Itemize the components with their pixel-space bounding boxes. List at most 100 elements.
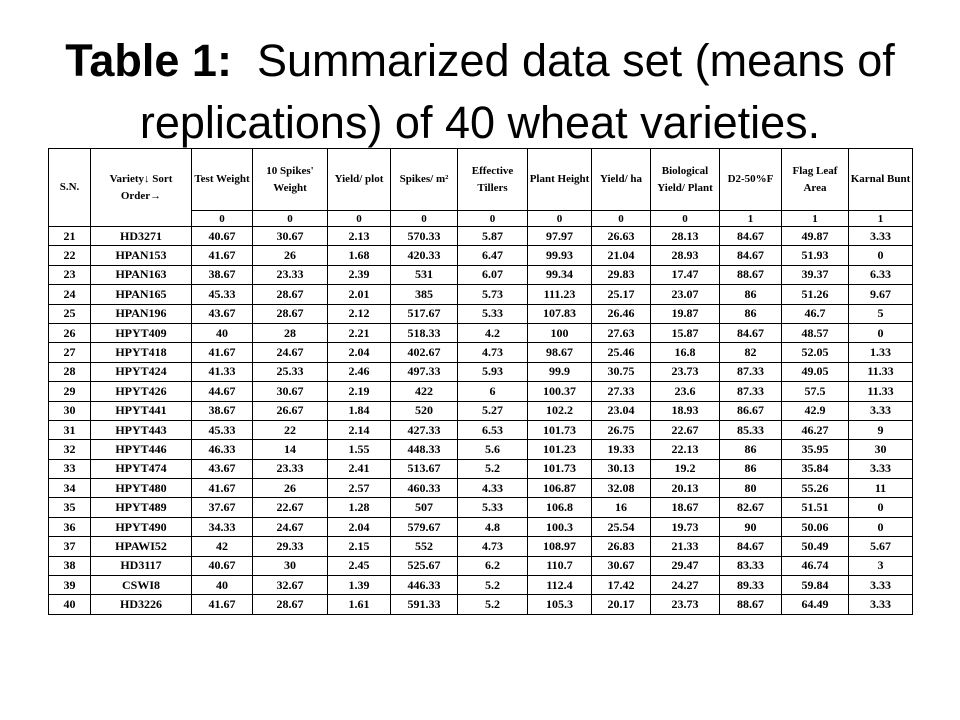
- data-cell: 105.3: [527, 594, 592, 615]
- data-cell: 99.93: [527, 245, 592, 266]
- data-cell: 35.84: [781, 458, 849, 480]
- sort-order-cell: 1: [848, 210, 913, 227]
- data-cell: 28.67: [252, 303, 328, 324]
- data-cell: 41.67: [191, 342, 253, 363]
- data-cell: 1.84: [327, 400, 391, 421]
- data-cell: 552: [390, 536, 458, 557]
- data-cell: 106.87: [527, 478, 592, 499]
- data-cell: 6: [457, 381, 528, 402]
- data-cell: 88.67: [719, 264, 782, 286]
- sort-order-cell: 0: [591, 210, 651, 227]
- data-cell: 112.4: [527, 575, 592, 596]
- data-cell: 579.67: [390, 516, 458, 538]
- data-row: 32 HPYT446 46.33 14 1.55 448.33 5.6 101.23 19.33…: [48, 439, 913, 460]
- data-cell: 1.61: [327, 594, 391, 615]
- data-row: 39 CSWI8 40 32.67 1.39 446.33 5.2 112.4 17.42 24.…: [48, 575, 913, 596]
- data-cell: 88.67: [719, 594, 782, 615]
- data-cell: 84.67: [719, 245, 782, 266]
- data-cell: 26.83: [591, 536, 651, 557]
- data-cell: 45.33: [191, 419, 253, 441]
- data-cell: 43.67: [191, 303, 253, 324]
- data-cell: 50.49: [781, 536, 849, 557]
- data-cell: 9: [848, 419, 913, 441]
- data-cell: 5.93: [457, 361, 528, 383]
- data-cell: 28.13: [650, 225, 720, 247]
- data-cell: 101.73: [527, 458, 592, 480]
- data-cell: 97.97: [527, 225, 592, 247]
- data-cell: 32.67: [252, 575, 328, 596]
- data-cell: 111.23: [527, 284, 592, 305]
- header-cell: Yield/ ha: [591, 148, 651, 211]
- data-cell: 41.33: [191, 361, 253, 383]
- data-cell: 39.37: [781, 264, 849, 286]
- data-cell: CSWI8: [90, 575, 192, 596]
- data-cell: 5: [848, 303, 913, 324]
- data-cell: 90: [719, 516, 782, 538]
- data-cell: 44.67: [191, 381, 253, 402]
- sort-order-cell: 0: [650, 210, 720, 227]
- header-cell: Karnal Bunt: [848, 148, 913, 211]
- data-cell: 89.33: [719, 575, 782, 596]
- data-cell: 448.33: [390, 439, 458, 460]
- data-cell: 19.87: [650, 303, 720, 324]
- data-cell: 87.33: [719, 361, 782, 383]
- data-cell: 21.04: [591, 245, 651, 266]
- data-cell: 4.73: [457, 536, 528, 557]
- data-cell: 84.67: [719, 536, 782, 557]
- data-cell: 25.46: [591, 342, 651, 363]
- data-cell: 2.41: [327, 458, 391, 480]
- data-cell: 49.87: [781, 225, 849, 247]
- data-cell: 27.33: [591, 381, 651, 402]
- header-cell: Test Weight: [191, 148, 253, 211]
- data-cell: 21: [48, 225, 91, 247]
- data-cell: HPYT424: [90, 361, 192, 383]
- data-cell: 32: [48, 439, 91, 460]
- data-cell: HD3271: [90, 225, 192, 247]
- data-cell: 82: [719, 342, 782, 363]
- data-cell: 86: [719, 458, 782, 480]
- data-cell: 1.55: [327, 439, 391, 460]
- data-row: 21 HD3271 40.67 30.67 2.13 570.33 5.87 97.97 26.…: [48, 225, 913, 247]
- data-cell: 2.04: [327, 342, 391, 363]
- data-cell: 46.7: [781, 303, 849, 324]
- data-row: 30 HPYT441 38.67 26.67 1.84 520 5.27 102.2 23.04…: [48, 400, 913, 421]
- data-cell: 23.07: [650, 284, 720, 305]
- data-cell: 106.8: [527, 497, 592, 518]
- data-cell: 17.47: [650, 264, 720, 286]
- data-cell: 26: [252, 245, 328, 266]
- data-cell: 41.67: [191, 478, 253, 499]
- header-cell: 10 Spikes' Weight: [252, 148, 328, 211]
- data-cell: 25.54: [591, 516, 651, 538]
- data-cell: 41.67: [191, 594, 253, 615]
- data-cell: 34.33: [191, 516, 253, 538]
- data-cell: 26: [48, 322, 91, 344]
- sort-order-cell: 1: [781, 210, 849, 227]
- data-cell: 42.9: [781, 400, 849, 421]
- data-cell: 26.63: [591, 225, 651, 247]
- data-cell: 26.67: [252, 400, 328, 421]
- data-row: 29 HPYT426 44.67 30.67 2.19 422 6 100.37 27.33 23…: [48, 381, 913, 402]
- data-cell: 31: [48, 419, 91, 441]
- data-cell: 0: [848, 322, 913, 344]
- data-cell: 86.67: [719, 400, 782, 421]
- data-cell: 3.33: [848, 458, 913, 480]
- data-cell: 49.05: [781, 361, 849, 383]
- data-cell: 27.63: [591, 322, 651, 344]
- data-cell: 24.67: [252, 516, 328, 538]
- header-cell: Spikes/ m²: [390, 148, 458, 211]
- data-cell: 16: [591, 497, 651, 518]
- data-cell: 1.33: [848, 342, 913, 363]
- data-cell: 107.83: [527, 303, 592, 324]
- data-row: 25 HPAN196 43.67 28.67 2.12 517.67 5.33 107.83 2…: [48, 303, 913, 324]
- header-cell: D2-50%F: [719, 148, 782, 211]
- sort-order-cell: 0: [252, 210, 328, 227]
- data-row: 34 HPYT480 41.67 26 2.57 460.33 4.33 106.87 32.0…: [48, 478, 913, 499]
- data-cell: 25: [48, 303, 91, 324]
- data-cell: 28.93: [650, 245, 720, 266]
- data-cell: 18.93: [650, 400, 720, 421]
- data-cell: 101.73: [527, 419, 592, 441]
- data-cell: 29.33: [252, 536, 328, 557]
- data-cell: HPYT441: [90, 400, 192, 421]
- data-cell: 40.67: [191, 555, 253, 577]
